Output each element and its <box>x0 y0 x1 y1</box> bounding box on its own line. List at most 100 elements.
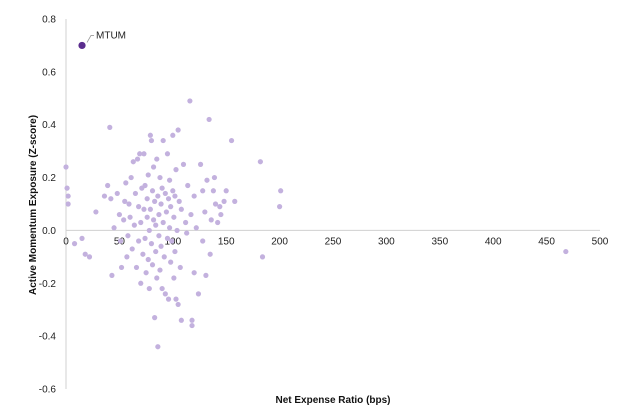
data-point <box>185 182 191 189</box>
highlight-group: MTUM <box>78 30 126 50</box>
data-point <box>200 188 206 194</box>
data-point <box>148 137 155 144</box>
data-point <box>116 211 122 218</box>
data-point <box>134 156 141 162</box>
x-axis-title: Net Expense Ratio (bps) <box>275 395 390 406</box>
annotation-leader <box>86 35 95 43</box>
data-point <box>563 248 569 255</box>
data-point <box>178 317 184 323</box>
data-point <box>125 233 131 239</box>
data-point <box>130 159 136 165</box>
data-point <box>161 254 167 260</box>
data-point <box>169 238 175 244</box>
data-point <box>111 225 117 231</box>
data-point <box>123 180 129 186</box>
data-point <box>156 211 162 218</box>
data-point <box>138 219 144 226</box>
data-point <box>93 209 99 215</box>
data-point <box>65 193 71 199</box>
data-point <box>189 322 195 329</box>
data-point <box>160 137 166 144</box>
data-point <box>202 209 208 215</box>
data-point <box>82 251 88 257</box>
data-point <box>168 259 174 265</box>
data-point <box>124 254 130 260</box>
data-point <box>191 270 197 276</box>
x-tick-label: 500 <box>592 236 609 247</box>
data-point <box>152 315 158 321</box>
data-point <box>180 161 187 167</box>
data-point <box>215 219 221 226</box>
data-point <box>64 185 70 191</box>
data-point <box>150 217 157 223</box>
data-point <box>171 214 177 220</box>
data-point <box>159 285 165 292</box>
x-tick-label: 150 <box>218 236 235 247</box>
data-point <box>165 196 172 202</box>
data-point <box>142 182 148 189</box>
data-point <box>162 291 168 297</box>
data-point <box>133 264 140 271</box>
axes: 0.80.60.40.20.0-0.2-0.4-0.60501001502002… <box>39 15 609 396</box>
data-point <box>144 214 150 220</box>
data-point <box>158 201 164 207</box>
data-points <box>63 98 569 350</box>
data-point <box>172 248 178 255</box>
data-point <box>105 182 111 189</box>
data-point <box>223 188 229 194</box>
data-point <box>257 159 263 165</box>
data-point <box>157 267 163 273</box>
data-point <box>206 116 212 123</box>
data-point <box>108 196 114 202</box>
data-point <box>164 151 171 157</box>
data-point <box>183 219 189 226</box>
data-point <box>173 296 179 302</box>
data-point <box>140 251 146 257</box>
data-point <box>154 156 160 162</box>
data-point <box>157 174 163 181</box>
data-point <box>197 161 204 167</box>
data-point <box>150 164 157 170</box>
data-point <box>63 164 69 170</box>
data-point <box>232 198 238 204</box>
data-point <box>162 190 168 197</box>
data-point <box>170 188 176 194</box>
data-point <box>79 235 85 241</box>
y-tick-label: -0.2 <box>39 279 57 290</box>
data-point <box>211 174 218 181</box>
x-tick-label: 350 <box>431 236 448 247</box>
data-point <box>149 188 156 194</box>
data-point <box>221 198 227 204</box>
data-point <box>107 124 113 130</box>
x-tick-label: 250 <box>325 236 342 247</box>
data-point <box>170 132 176 138</box>
y-tick-label: 0.8 <box>42 15 56 26</box>
data-point <box>129 246 135 252</box>
data-point <box>136 238 142 244</box>
data-point <box>117 238 124 244</box>
data-point <box>145 172 151 178</box>
data-point <box>146 227 152 234</box>
data-point <box>71 241 78 247</box>
data-point <box>189 317 195 323</box>
highlight-label: MTUM <box>96 30 126 41</box>
data-point <box>212 201 219 207</box>
y-tick-label: 0.4 <box>42 120 56 131</box>
data-point <box>172 193 178 199</box>
data-point <box>132 190 139 197</box>
x-tick-label: 300 <box>378 236 395 247</box>
data-point <box>176 198 182 204</box>
data-point <box>158 243 164 249</box>
data-point <box>128 174 134 181</box>
data-point <box>208 217 214 223</box>
y-axis-title: Active Momentum Exposure (Z-score) <box>28 115 39 295</box>
data-point <box>155 193 161 199</box>
data-point <box>144 196 150 202</box>
highlight-point <box>78 41 86 50</box>
data-point <box>195 291 202 297</box>
data-point <box>164 235 171 241</box>
data-point <box>153 248 159 255</box>
data-point <box>175 127 181 133</box>
data-point <box>184 230 190 236</box>
data-point <box>178 206 184 212</box>
